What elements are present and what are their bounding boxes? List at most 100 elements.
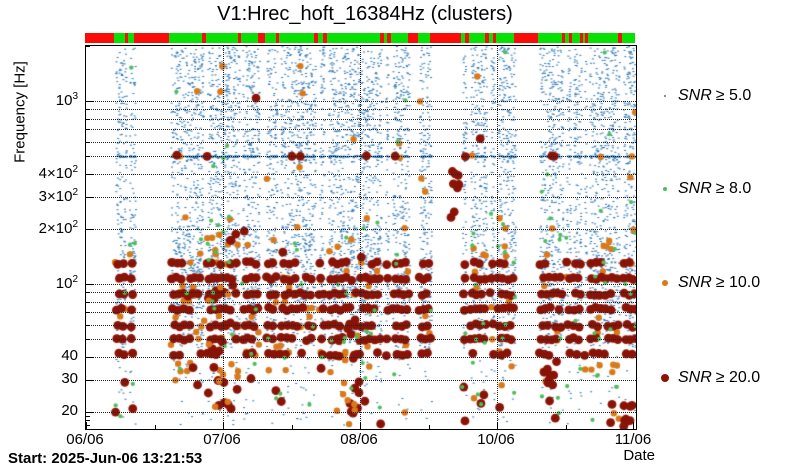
scatter-canvas xyxy=(86,46,636,429)
legend-marker-snr20 xyxy=(661,374,669,382)
status-segment-science xyxy=(113,33,125,43)
y-minor-tick xyxy=(86,424,90,426)
legend-item-snr10: SNR ≥ 10.0 xyxy=(652,273,760,293)
status-segment-down xyxy=(124,33,128,43)
status-segment-science xyxy=(621,33,635,43)
status-segment-science xyxy=(278,33,314,43)
status-segment-down xyxy=(386,33,391,43)
y-minor-tick xyxy=(86,46,90,47)
y-minor-tick xyxy=(86,118,90,120)
x-major-tick xyxy=(633,422,634,429)
status-segment-science xyxy=(326,33,380,43)
y-major-tick xyxy=(86,411,94,413)
gridline-h xyxy=(86,228,636,230)
status-segment-down xyxy=(407,33,418,43)
y-minor-tick xyxy=(86,109,90,111)
status-segment-down xyxy=(429,33,461,43)
x-tick-label: 11/06 xyxy=(614,431,652,448)
y-major-tick xyxy=(86,283,94,285)
gridline-h xyxy=(86,301,636,303)
x-minor-tick xyxy=(565,425,567,429)
y-axis-title: Frequency [Hz] xyxy=(11,61,29,163)
y-major-tick xyxy=(86,228,94,230)
status-segment-down xyxy=(584,33,588,43)
gridline-h xyxy=(86,411,636,413)
y-tick-label: 4×102 xyxy=(38,163,78,182)
x-tick-label: 08/06 xyxy=(340,431,378,448)
legend-label-snr10: SNR ≥ 10.0 xyxy=(678,274,761,291)
gridline-v xyxy=(497,46,498,429)
x-minor-tick xyxy=(154,425,156,429)
legend-label-snr5: SNR ≥ 5.0 xyxy=(678,87,752,104)
y-minor-tick xyxy=(86,420,90,422)
y-minor-tick xyxy=(86,339,90,340)
y-major-tick xyxy=(86,196,94,198)
x-major-tick xyxy=(360,422,361,429)
gridline-h xyxy=(86,118,636,120)
x-tick-label: 06/06 xyxy=(66,431,104,448)
y-minor-tick xyxy=(86,301,90,303)
legend-marker-box xyxy=(652,187,678,191)
status-segment-science xyxy=(317,33,323,43)
gridline-h xyxy=(86,356,636,358)
status-segment-science xyxy=(205,33,238,43)
legend-marker-box xyxy=(652,280,678,286)
gridline-h xyxy=(86,324,636,326)
y-minor-tick xyxy=(86,312,90,314)
status-segment-down xyxy=(85,33,114,43)
gridline-h xyxy=(86,173,636,175)
y-minor-tick xyxy=(86,324,90,326)
y-tick-label: 3×102 xyxy=(38,186,78,205)
status-segment-science xyxy=(264,33,276,43)
plot-frame xyxy=(85,45,637,430)
status-segment-down xyxy=(379,33,384,43)
gridline-h xyxy=(86,379,636,381)
status-segment-science xyxy=(582,33,585,43)
page-title: V1:Hrec_hoft_16384Hz (clusters) xyxy=(217,3,513,25)
legend-marker-box xyxy=(652,374,678,382)
legend-marker-snr10 xyxy=(662,280,668,286)
status-segment-down xyxy=(313,33,318,43)
x-axis-title: Date xyxy=(623,447,655,464)
status-segment-science xyxy=(240,33,258,43)
gridline-h xyxy=(86,292,636,294)
gridline-h xyxy=(86,156,636,158)
status-segment-science xyxy=(127,33,134,43)
status-segment-down xyxy=(322,33,327,43)
y-tick-label: 2×102 xyxy=(38,218,78,237)
x-minor-tick xyxy=(428,425,430,429)
status-segment-down xyxy=(513,33,538,43)
gridline-h xyxy=(86,312,636,314)
y-minor-tick xyxy=(86,129,90,131)
status-segment-science xyxy=(417,33,430,43)
gridline-h xyxy=(86,101,636,103)
status-segment-science xyxy=(460,33,465,43)
status-segment-down xyxy=(492,33,496,43)
legend-item-snr8: SNR ≥ 8.0 xyxy=(652,179,751,199)
status-segment-down xyxy=(464,33,469,43)
legend-label-snr20: SNR ≥ 20.0 xyxy=(678,369,761,386)
status-segment-science xyxy=(537,33,562,43)
gridline-h xyxy=(86,339,636,340)
y-minor-tick xyxy=(86,292,90,294)
status-segment-science xyxy=(495,33,514,43)
x-major-tick xyxy=(497,422,498,429)
y-minor-tick xyxy=(86,156,90,158)
y-minor-tick xyxy=(86,415,90,417)
status-segment-down xyxy=(561,33,565,43)
x-tick-label: 10/06 xyxy=(477,431,515,448)
status-segment-science xyxy=(168,33,202,43)
detector-status-bar xyxy=(85,33,635,43)
gridline-v xyxy=(223,46,224,429)
legend-marker-snr8 xyxy=(663,187,667,191)
y-tick-label: 20 xyxy=(61,401,78,419)
y-major-tick xyxy=(86,173,94,175)
gridline-v xyxy=(360,46,361,429)
status-segment-down xyxy=(237,33,241,43)
start-time-label: Start: 2025-Jun-06 13:21:53 xyxy=(8,450,203,467)
status-segment-down xyxy=(617,33,622,43)
gridline-h xyxy=(86,129,636,131)
y-major-tick xyxy=(86,379,94,381)
status-segment-science xyxy=(468,33,485,43)
